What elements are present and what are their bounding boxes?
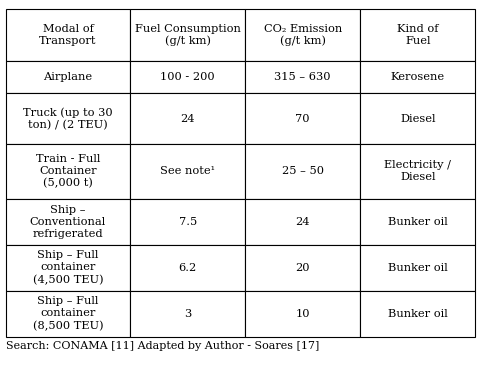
Bar	[360, 245, 474, 291]
Text: 24: 24	[180, 113, 194, 124]
Text: 25 – 50: 25 – 50	[281, 166, 323, 176]
Bar	[130, 245, 245, 291]
Text: Search: CONAMA [11] Adapted by Author - Soares [17]: Search: CONAMA [11] Adapted by Author - …	[6, 341, 319, 351]
Bar	[130, 144, 245, 199]
Text: 70: 70	[295, 113, 309, 124]
Bar	[6, 61, 130, 93]
Bar	[245, 291, 360, 337]
Bar	[245, 245, 360, 291]
Text: 6.2: 6.2	[178, 262, 196, 273]
Bar	[130, 199, 245, 245]
Text: Fuel Consumption
(g/t km): Fuel Consumption (g/t km)	[134, 23, 240, 46]
Bar	[6, 199, 130, 245]
Text: Ship – Full
container
(4,500 TEU): Ship – Full container (4,500 TEU)	[33, 250, 103, 285]
Text: Kind of
Fuel: Kind of Fuel	[396, 24, 438, 46]
Bar	[360, 61, 474, 93]
Text: Modal of
Transport: Modal of Transport	[39, 24, 96, 46]
Text: Diesel: Diesel	[399, 113, 434, 124]
Bar	[6, 93, 130, 144]
Bar	[6, 291, 130, 337]
Bar	[6, 144, 130, 199]
Text: 20: 20	[295, 262, 309, 273]
Bar	[360, 9, 474, 61]
Bar	[360, 199, 474, 245]
Bar	[245, 144, 360, 199]
Text: Electricity /
Diesel: Electricity / Diesel	[384, 160, 450, 182]
Bar	[130, 93, 245, 144]
Bar	[245, 93, 360, 144]
Text: 100 - 200: 100 - 200	[160, 72, 215, 82]
Bar	[130, 9, 245, 61]
Text: Airplane: Airplane	[43, 72, 92, 82]
Text: Bunker oil: Bunker oil	[387, 308, 447, 319]
Text: Truck (up to 30
ton) / (2 TEU): Truck (up to 30 ton) / (2 TEU)	[23, 107, 112, 130]
Text: See note¹: See note¹	[160, 166, 215, 176]
Bar	[245, 61, 360, 93]
Text: 315 – 630: 315 – 630	[274, 72, 330, 82]
Text: 24: 24	[295, 216, 309, 227]
Bar	[360, 291, 474, 337]
Text: 3: 3	[184, 308, 191, 319]
Text: Ship –
Conventional
refrigerated: Ship – Conventional refrigerated	[30, 204, 106, 239]
Text: Ship – Full
container
(8,500 TEU): Ship – Full container (8,500 TEU)	[33, 296, 103, 331]
Bar	[245, 9, 360, 61]
Bar	[130, 61, 245, 93]
Bar	[6, 9, 130, 61]
Text: 10: 10	[295, 308, 309, 319]
Text: Kerosene: Kerosene	[390, 72, 444, 82]
Text: 7.5: 7.5	[178, 216, 196, 227]
Bar	[360, 144, 474, 199]
Text: Bunker oil: Bunker oil	[387, 216, 447, 227]
Bar	[245, 199, 360, 245]
Bar	[6, 245, 130, 291]
Bar	[130, 291, 245, 337]
Text: CO₂ Emission
(g/t km): CO₂ Emission (g/t km)	[263, 23, 341, 46]
Text: Bunker oil: Bunker oil	[387, 262, 447, 273]
Text: Train - Full
Container
(5,000 t): Train - Full Container (5,000 t)	[36, 154, 100, 188]
Bar	[360, 93, 474, 144]
